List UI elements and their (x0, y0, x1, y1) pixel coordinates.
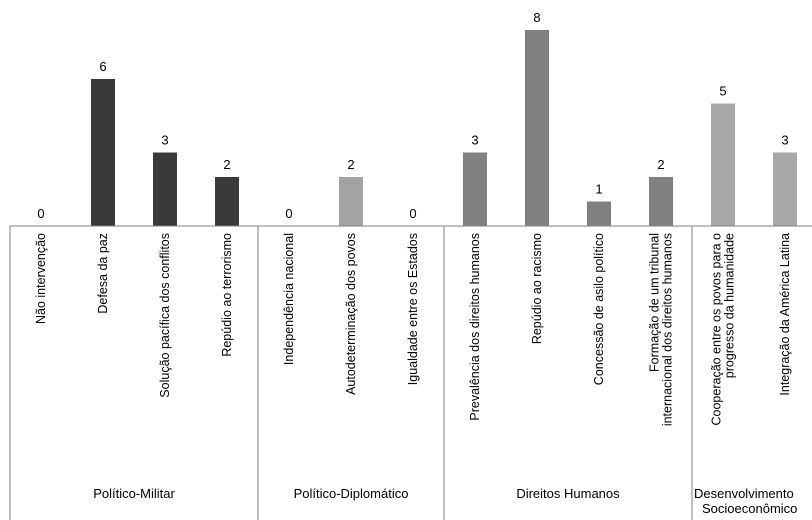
data-label-8: 8 (533, 10, 540, 25)
bar-5 (339, 177, 363, 226)
data-label-7: 3 (471, 133, 478, 148)
data-label-11: 5 (719, 84, 726, 99)
category-label-12: Integração da América Latina (778, 233, 792, 396)
category-label-7: Prevalência dos direitos humanos (468, 233, 482, 421)
axis-layer (9, 225, 812, 520)
group-label-3-line-0: Desenvolvimento (694, 486, 794, 501)
category-label-10-line-0: Formação de um tribunal (648, 233, 662, 372)
category-label-3: Repúdio ao terrorismo (220, 233, 234, 357)
bar-10 (649, 177, 673, 226)
category-label-10-line-1: internacional dos direitos humanos (661, 233, 675, 426)
data-label-0: 0 (37, 206, 44, 221)
category-label-11-line-1: progresso da humanidade (723, 233, 737, 378)
data-label-10: 2 (657, 157, 664, 172)
category-label-2: Solução pacífica dos conflitos (158, 233, 172, 398)
category-label-1: Defesa da paz (96, 233, 110, 314)
group-label-0: Político-Militar (93, 486, 175, 501)
group-label-2: Direitos Humanos (516, 486, 620, 501)
data-label-1: 6 (99, 59, 106, 74)
category-label-6: Igualdade entre os Estados (406, 233, 420, 385)
bar-1 (91, 79, 115, 226)
category-label-9: Concessão de asilo político (592, 233, 606, 385)
data-label-4: 0 (285, 206, 292, 221)
bar-7 (463, 152, 487, 226)
group-label-1: Político-Diplomático (294, 486, 409, 501)
bar-8 (525, 30, 549, 226)
category-label-4: Independência nacional (282, 233, 296, 365)
data-label-12: 3 (781, 133, 788, 148)
bar-12 (773, 152, 797, 226)
data-label-2: 3 (161, 133, 168, 148)
data-label-3: 2 (223, 157, 230, 172)
data-label-9: 1 (595, 182, 602, 197)
category-label-5: Autodeterminação dos povos (344, 233, 358, 395)
bar-9 (587, 201, 611, 226)
data-label-5: 2 (347, 157, 354, 172)
category-label-0: Não intervenção (34, 233, 48, 324)
bar-11 (711, 103, 735, 226)
labels-layer: 0 Não intervenção 6 Defesa da paz 3 Solução p… (34, 10, 797, 516)
category-label-11-line-0: Cooperação entre os povos para o (710, 233, 724, 426)
data-label-6: 0 (409, 206, 416, 221)
bars-layer (91, 30, 797, 226)
bar-2 (153, 152, 177, 226)
group-label-3-line-1: Socioeconômico (702, 501, 797, 516)
bar-3 (215, 177, 239, 226)
category-label-8: Repúdio ao racismo (530, 233, 544, 344)
